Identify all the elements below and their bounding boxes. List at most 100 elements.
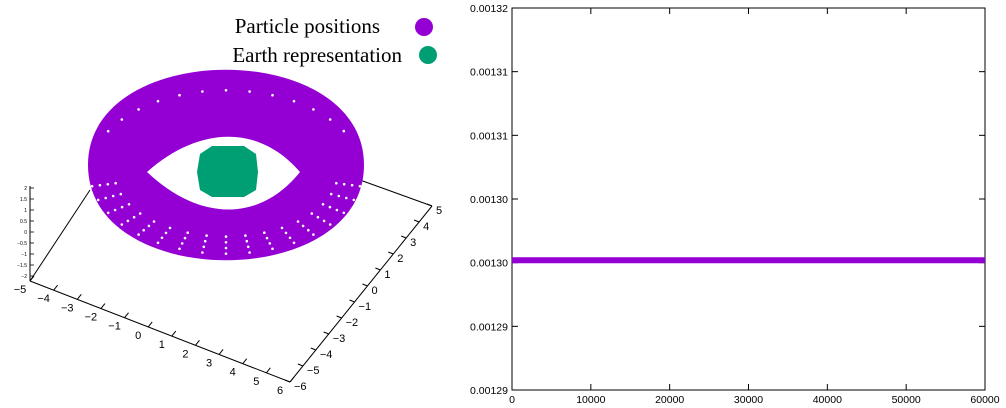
y-tick-label: 0.00130 <box>470 258 508 270</box>
torus-gap-dot <box>178 247 181 251</box>
torus-gap-dot <box>186 231 189 234</box>
torus-gap-dot <box>120 118 124 121</box>
torus-gap-dot <box>329 192 333 196</box>
torus-gap-dot <box>337 194 341 198</box>
torus-gap-dot <box>246 245 250 249</box>
earth-body <box>197 146 258 197</box>
y-tick-label: −3 <box>333 333 346 345</box>
time-series-plot: 0.00132 0.00131 0.00131 0.00130 0.00130 0.001… <box>470 3 1000 406</box>
x-tick-mark <box>195 339 200 346</box>
x-tick-mark <box>289 376 295 383</box>
x-ticks: −5 −4 −3 −2 −1 0 1 2 3 4 5 6 <box>14 275 295 397</box>
torus-gap-dot <box>183 236 187 240</box>
torus-gap-dot <box>328 118 332 121</box>
torus-gap-dot <box>119 192 123 196</box>
x-tick-label: −5 <box>14 284 27 296</box>
torus-body <box>88 69 364 261</box>
x-tick-mark <box>218 349 224 355</box>
y-tick-label: −6 <box>294 381 307 393</box>
torus-gap-dot <box>345 196 348 200</box>
y-tick-label: 0.00132 <box>470 3 508 15</box>
torus-gap-dot <box>137 233 140 236</box>
z-tick-label: −1.5 <box>17 263 27 269</box>
y-tick-label: 0 <box>371 285 377 297</box>
torus-gap-dot <box>111 194 115 198</box>
y-tick-mark <box>297 363 304 367</box>
z-tick-label: 1.5 <box>20 197 27 203</box>
torus-gap-dot <box>280 226 284 230</box>
x-tick-mark <box>242 358 248 364</box>
y-axis-ticks: 0.00132 0.00131 0.00131 0.00130 0.00130 0.001… <box>470 3 985 397</box>
x-axis-line <box>29 280 291 383</box>
torus-gap-dot <box>120 223 124 226</box>
x-tick-label: −3 <box>61 302 74 314</box>
x-tick-label: 3 <box>206 357 212 369</box>
torus-gap-dot <box>203 239 207 243</box>
torus-dots <box>90 89 362 255</box>
torus-gap-dot <box>104 196 107 200</box>
x-tick-label: 50000 <box>892 394 921 406</box>
torus-gap-dot <box>284 231 288 235</box>
torus-gap-dot <box>350 183 354 187</box>
y-tick-label: 2 <box>397 253 403 265</box>
back-x-edge <box>29 189 91 282</box>
torus-gap-dot <box>132 215 136 219</box>
z-ticks: −2 −1.5 −1 −0.5 0 0.5 1 1.5 2 <box>17 186 34 280</box>
torus-gap-dot <box>106 129 110 133</box>
torus-gap-dot <box>245 239 249 243</box>
torus-gap-dot <box>138 212 142 215</box>
torus-gap-dot <box>224 252 228 255</box>
torus-gap-dot <box>96 198 100 202</box>
orbit-3d-plot: Particle positions Earth representation … <box>14 14 442 397</box>
x-tick-label: 40000 <box>813 394 842 406</box>
torus-gap-dot <box>120 205 124 209</box>
z-tick-label: −1 <box>21 252 27 258</box>
legend-label-particles: Particle positions <box>235 14 380 38</box>
torus-gap-dot <box>178 93 181 97</box>
torus-gap-dot <box>248 90 251 93</box>
y-tick-label: 1 <box>384 269 390 281</box>
torus-gap-dot <box>248 251 251 254</box>
y-tick-mark <box>284 379 291 383</box>
torus-gap-dot <box>328 205 332 209</box>
legend-marker-particles <box>415 18 433 36</box>
plot-frame <box>511 7 986 391</box>
x-tick-mark <box>100 303 106 309</box>
torus-gap-dot <box>127 203 131 206</box>
y-tick-label: −1 <box>359 301 372 313</box>
torus-gap-dot <box>358 184 362 188</box>
z-tick-label: 0 <box>24 230 27 236</box>
y-tick-label: −2 <box>346 317 359 329</box>
x-tick-label: −4 <box>37 293 50 305</box>
z-tick-label: 0.5 <box>20 219 27 225</box>
y-tick-label: 0.00130 <box>470 194 508 206</box>
y-tick-label: −5 <box>307 365 320 377</box>
x-tick-label: 0 <box>509 394 515 406</box>
torus-gap-dot <box>142 228 145 232</box>
torus-gap-dot <box>126 219 130 223</box>
torus-gap-dot <box>98 183 102 187</box>
y-tick-label: 3 <box>410 237 416 249</box>
x-tick-mark <box>29 275 35 282</box>
torus-gap-dot <box>316 215 320 219</box>
torus-gap-dot <box>296 220 300 223</box>
torus-gap-dot <box>201 251 204 254</box>
torus-gap-dot <box>106 182 110 186</box>
torus-gap-dot <box>147 224 151 228</box>
torus-gap-dot <box>164 231 168 235</box>
torus-gap-dot <box>328 223 332 226</box>
particle-torus <box>88 69 364 261</box>
x-tick-label: −1 <box>108 321 121 333</box>
back-y-edge <box>359 179 433 207</box>
x-tick-label: 2 <box>182 348 188 360</box>
torus-gap-dot <box>352 198 356 202</box>
y-tick-mark <box>349 299 355 303</box>
torus-gap-dot <box>137 108 140 111</box>
y-tick-mark <box>362 283 368 287</box>
x-tick-mark <box>265 367 271 374</box>
torus-gap-dot <box>168 226 172 230</box>
y-tick-label: 0.00131 <box>470 130 508 142</box>
x-tick-label: 20000 <box>655 394 684 406</box>
torus-gap-dot <box>342 182 346 186</box>
